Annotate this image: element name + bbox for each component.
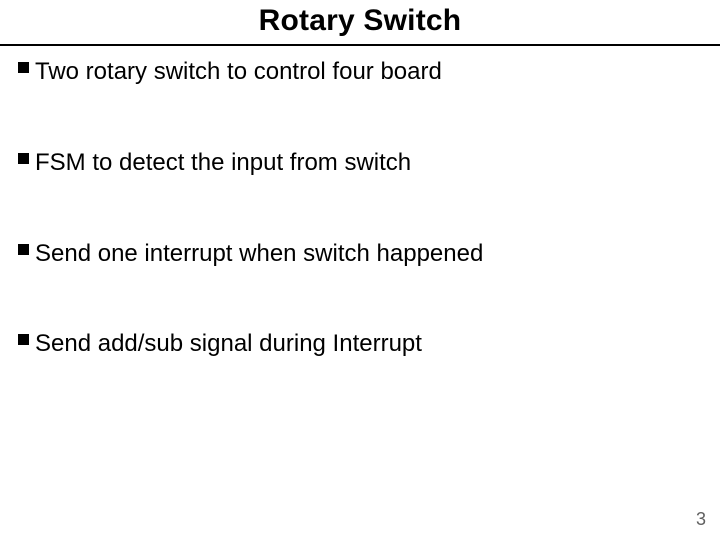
title-container: Rotary Switch — [0, 0, 720, 46]
page-number: 3 — [696, 509, 706, 530]
bullet-marker-icon — [18, 334, 29, 345]
bullet-text: Two rotary switch to control four board — [35, 58, 442, 87]
bullet-text: Send one interrupt when switch happened — [35, 240, 483, 269]
bullet-marker-icon — [18, 62, 29, 73]
bullet-item: Two rotary switch to control four board — [18, 58, 702, 87]
bullet-item: Send one interrupt when switch happened — [18, 240, 702, 269]
bullet-item: FSM to detect the input from switch — [18, 149, 702, 178]
bullet-text: Send add/sub signal during Interrupt — [35, 330, 422, 359]
slide: Rotary Switch Two rotary switch to contr… — [0, 0, 720, 540]
slide-title: Rotary Switch — [0, 4, 720, 38]
bullet-marker-icon — [18, 244, 29, 255]
bullet-item: Send add/sub signal during Interrupt — [18, 330, 702, 359]
slide-content: Two rotary switch to control four board … — [0, 46, 720, 359]
bullet-text: FSM to detect the input from switch — [35, 149, 411, 178]
bullet-marker-icon — [18, 153, 29, 164]
